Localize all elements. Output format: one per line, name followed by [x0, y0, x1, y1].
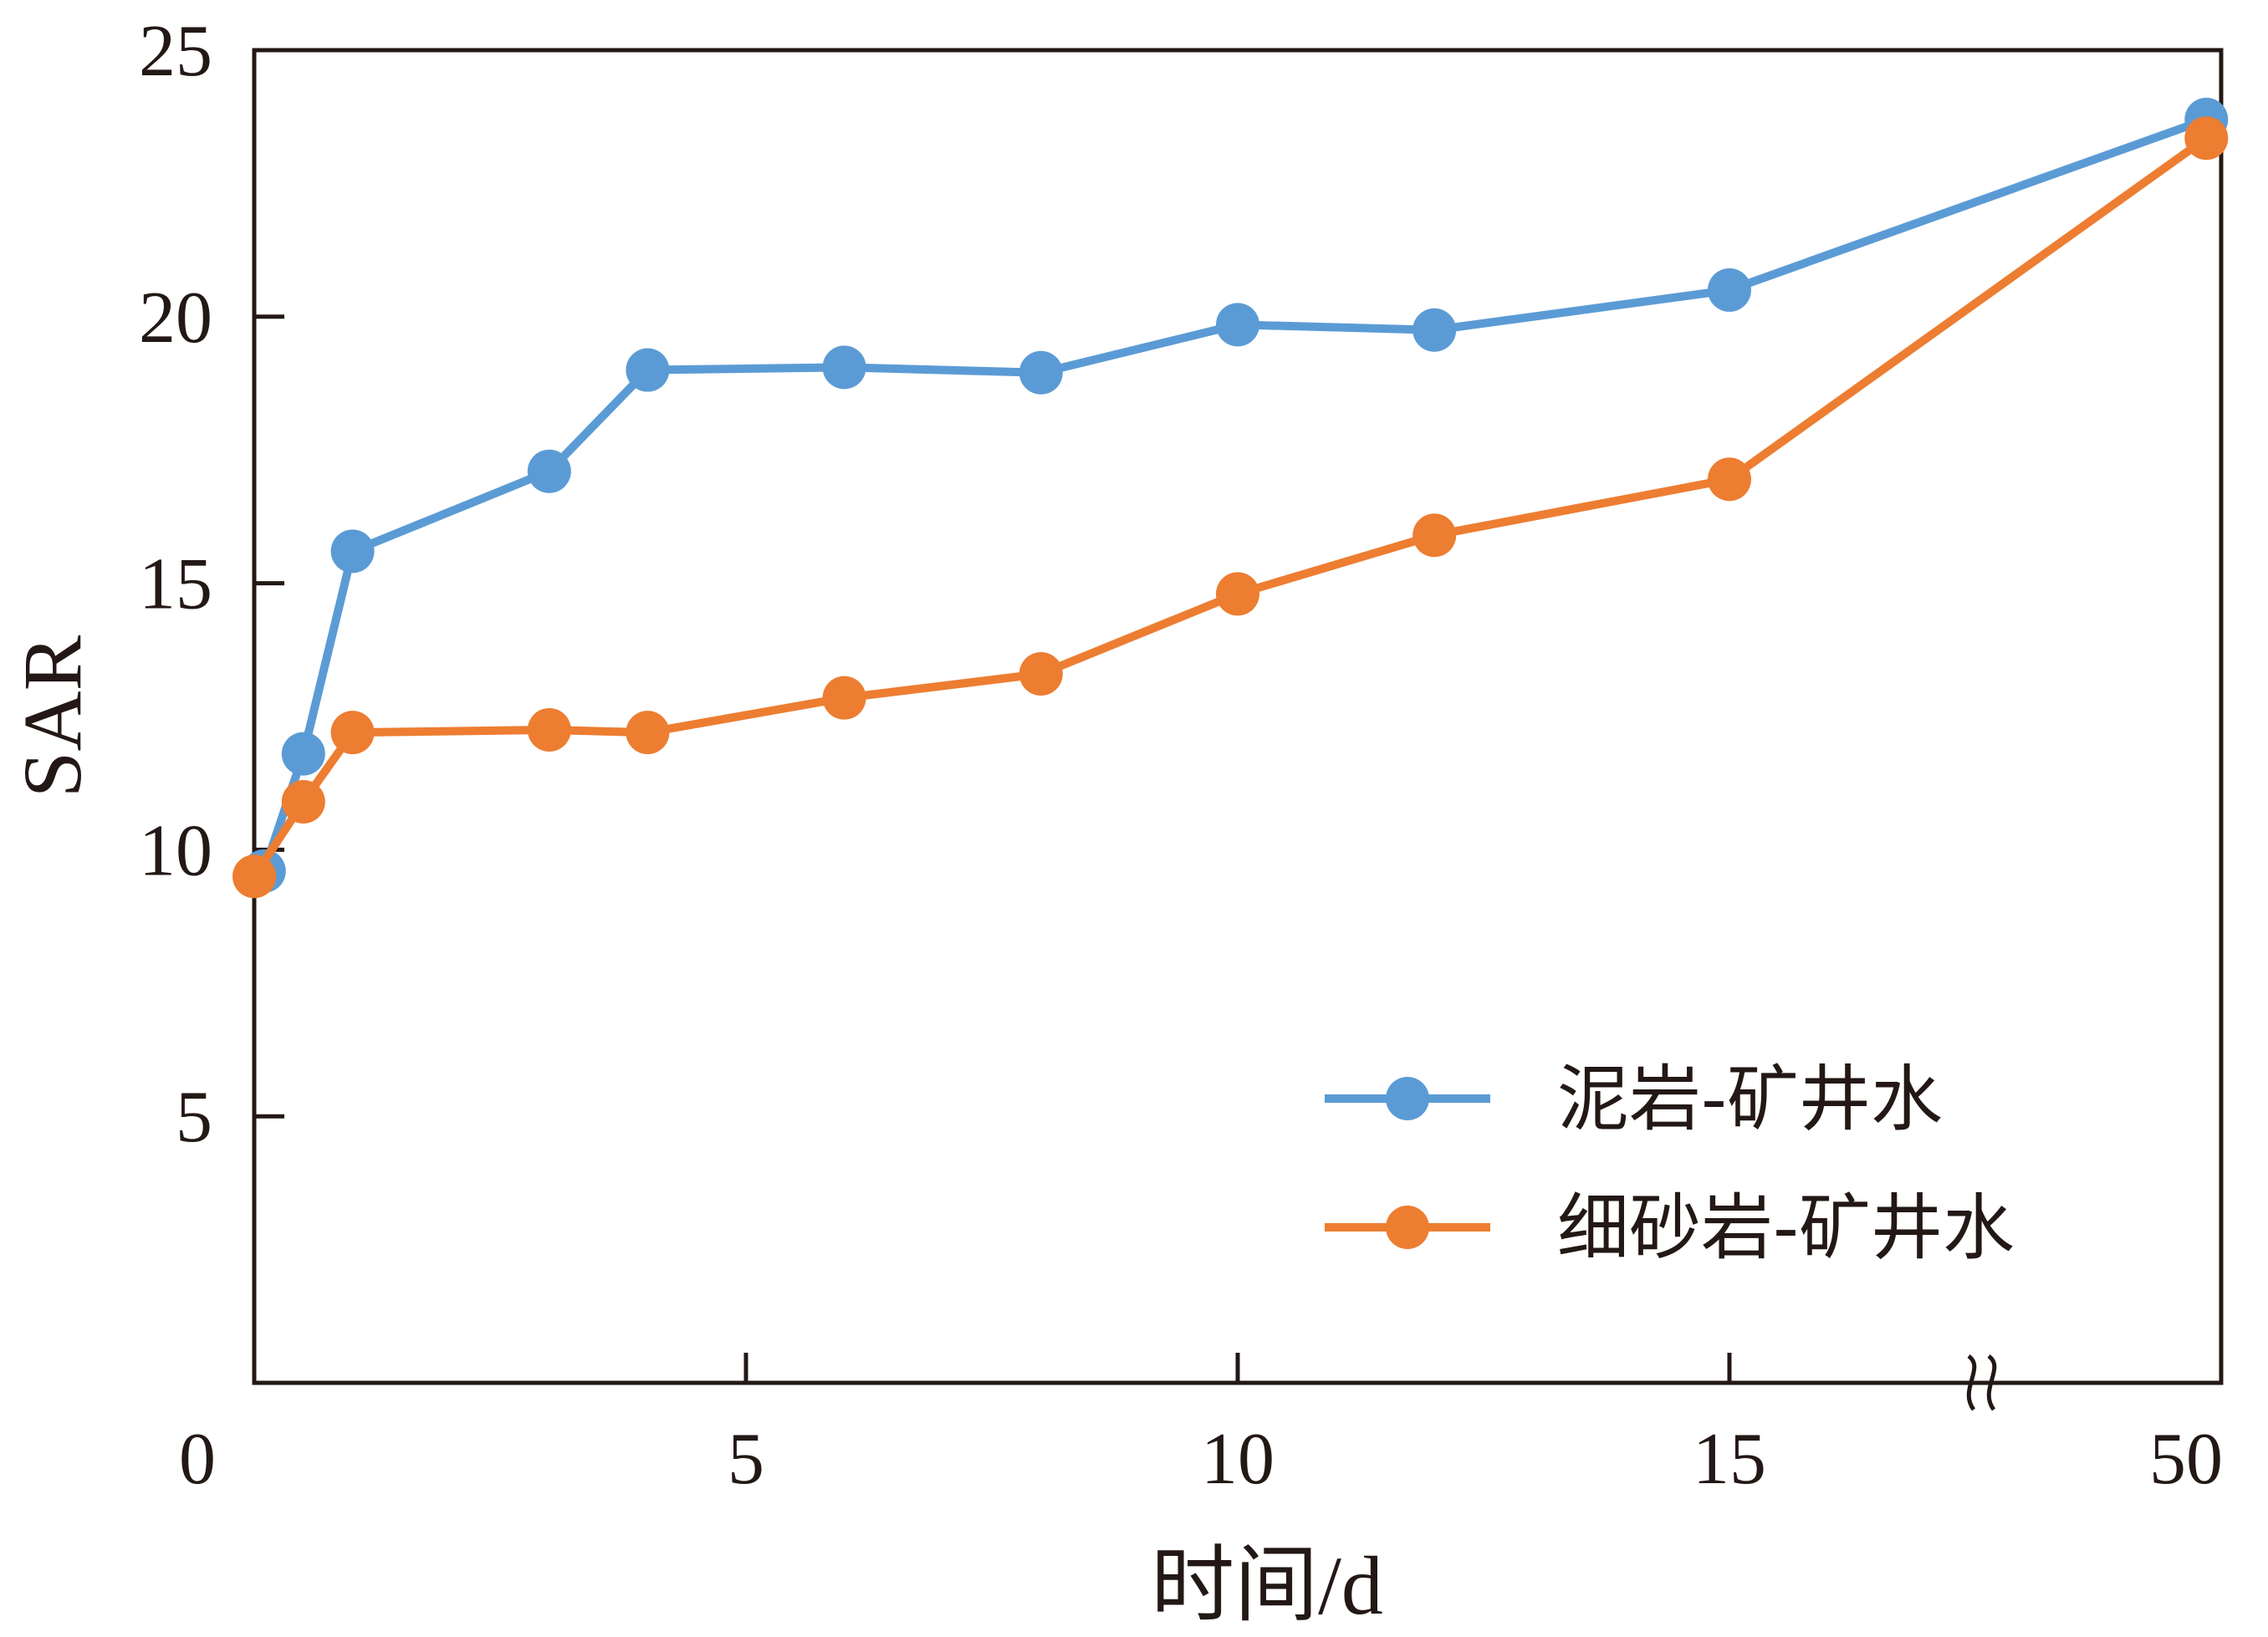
legend-label-2: 细砂岩-矿井水 — [1557, 1186, 2015, 1270]
series-layer — [232, 97, 2229, 899]
series-1-point-9 — [1412, 308, 1457, 352]
series-1 — [242, 97, 2229, 893]
series-2-point-8 — [1216, 572, 1259, 616]
x-axis-title: 时间/d — [1151, 1539, 1383, 1632]
series-2-point-9 — [1412, 513, 1457, 558]
series-2-point-10 — [1708, 457, 1751, 502]
axis-break-marker — [1966, 1354, 1997, 1411]
x-tick-label-0: 0 — [179, 1419, 216, 1500]
series-1-point-2 — [281, 732, 325, 776]
y-tick-label-15: 15 — [139, 544, 212, 625]
series-2-point-11 — [2184, 116, 2229, 161]
x-tick-label-10: 10 — [1201, 1419, 1274, 1500]
series-2-point-1 — [232, 854, 276, 899]
series-2-point-2 — [281, 780, 325, 824]
series-1-point-4 — [527, 449, 571, 493]
series-1-point-7 — [1019, 350, 1063, 395]
series-1-point-5 — [626, 348, 670, 392]
legend-marker-1 — [1386, 1077, 1429, 1120]
axis-break-stroke-1 — [1966, 1354, 1977, 1411]
series-2-point-7 — [1019, 651, 1063, 696]
y-tick-label-10: 10 — [139, 810, 212, 891]
legend-marker-2 — [1386, 1206, 1429, 1249]
legend-item-2: 细砂岩-矿井水 — [1325, 1186, 2015, 1270]
y-tick-label-5: 5 — [176, 1077, 212, 1158]
series-1-point-10 — [1708, 268, 1751, 312]
x-tick-label-50: 50 — [2149, 1419, 2223, 1500]
y-tick-label-20: 20 — [139, 278, 212, 359]
series-2-point-6 — [822, 676, 866, 720]
axis-break-stroke-2 — [1986, 1354, 1997, 1411]
legend-label-1: 泥岩-矿井水 — [1557, 1058, 1943, 1141]
series-2-point-3 — [330, 711, 375, 755]
series-line-2 — [250, 135, 2209, 880]
series-1-point-3 — [330, 529, 375, 574]
x-tick-label-5: 5 — [728, 1419, 764, 1500]
series-2-point-5 — [626, 711, 670, 755]
series-2-point-4 — [527, 707, 571, 752]
series-line-1 — [260, 115, 2208, 873]
y-tick-label-25: 25 — [139, 11, 212, 92]
x-tick-label-15: 15 — [1693, 1419, 1766, 1500]
series-2 — [232, 116, 2229, 899]
y-axis-title: SAR — [6, 635, 99, 798]
axes: 5 10 15 20 25 0 5 10 15 50 时间/d SAR — [6, 11, 2224, 1632]
series-1-point-8 — [1216, 303, 1259, 347]
legend-item-1: 泥岩-矿井水 — [1325, 1058, 1943, 1141]
series-1-point-6 — [822, 345, 866, 390]
